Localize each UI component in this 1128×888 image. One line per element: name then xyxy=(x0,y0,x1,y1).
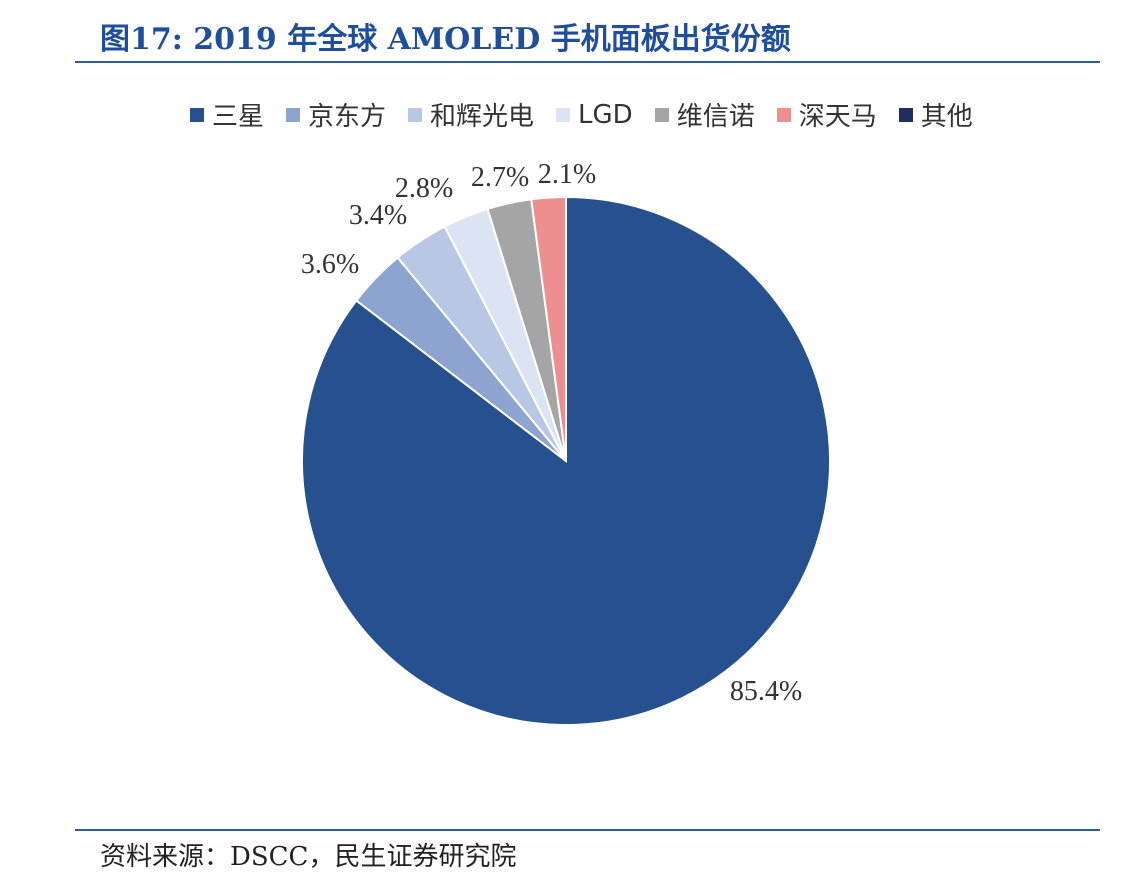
legend-item: 和辉光电 xyxy=(408,96,534,133)
source-note: 资料来源：DSCC，民生证券研究院 xyxy=(100,842,517,872)
slice-data-label: 3.4% xyxy=(349,200,407,231)
legend-swatch xyxy=(286,107,301,122)
slice-data-label: 2.1% xyxy=(538,159,596,190)
chart-legend: 三星 京东方 和辉光电 LGD 维信诺 深天马 其他 xyxy=(190,96,995,133)
legend-item: 京东方 xyxy=(286,96,386,133)
legend-swatch xyxy=(776,107,791,122)
legend-label: 维信诺 xyxy=(676,102,755,132)
pie-slice xyxy=(530,195,567,462)
slice-data-label: 2.7% xyxy=(471,162,529,193)
title-divider xyxy=(75,61,1100,63)
legend-swatch xyxy=(556,107,571,122)
source-divider xyxy=(75,829,1100,831)
legend-swatch xyxy=(898,107,913,122)
legend-swatch xyxy=(190,107,204,122)
slice-data-label: 3.6% xyxy=(301,249,359,280)
legend-label: 深天马 xyxy=(798,102,877,132)
slice-data-label: 2.8% xyxy=(395,173,453,204)
legend-item: 其他 xyxy=(898,96,973,133)
legend-swatch xyxy=(654,107,669,122)
legend-label: 京东方 xyxy=(308,102,387,132)
slice-data-label: 85.4% xyxy=(730,676,802,707)
legend-swatch xyxy=(408,107,423,122)
legend-label: 三星 xyxy=(212,102,265,132)
legend-item: 三星 xyxy=(190,96,264,133)
legend-item: LGD xyxy=(556,100,633,130)
legend-item: 深天马 xyxy=(776,96,877,133)
chart-title: 图17: 2019 年全球 AMOLED 手机面板出货份额 xyxy=(100,22,791,57)
legend-label: LGD xyxy=(578,99,633,130)
legend-item: 维信诺 xyxy=(654,96,755,133)
legend-label: 其他 xyxy=(920,102,973,132)
legend-label: 和辉光电 xyxy=(430,102,535,132)
